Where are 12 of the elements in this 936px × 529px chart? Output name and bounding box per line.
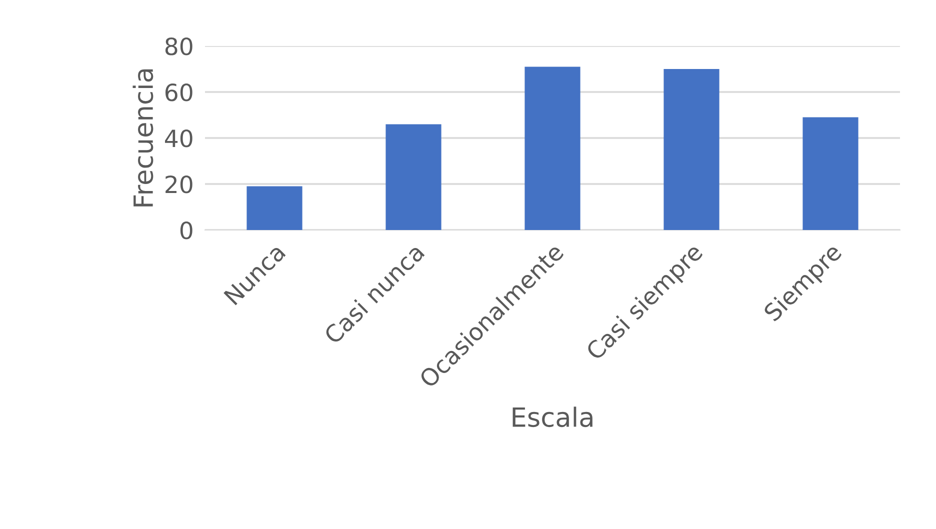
y-tick-label: 40: [165, 129, 192, 148]
bar: [802, 117, 858, 230]
bar: [386, 124, 442, 230]
y-tick-label: 80: [165, 37, 192, 56]
y-axis-title: Frecuencia: [132, 69, 154, 206]
x-axis-title: Escala: [512, 406, 592, 428]
bar: [664, 69, 720, 230]
y-tick-label: 60: [165, 83, 192, 102]
y-tick-label: 20: [166, 175, 192, 194]
y-tick-label: 0: [180, 221, 192, 240]
bar: [524, 66, 580, 230]
bar: [246, 186, 302, 230]
